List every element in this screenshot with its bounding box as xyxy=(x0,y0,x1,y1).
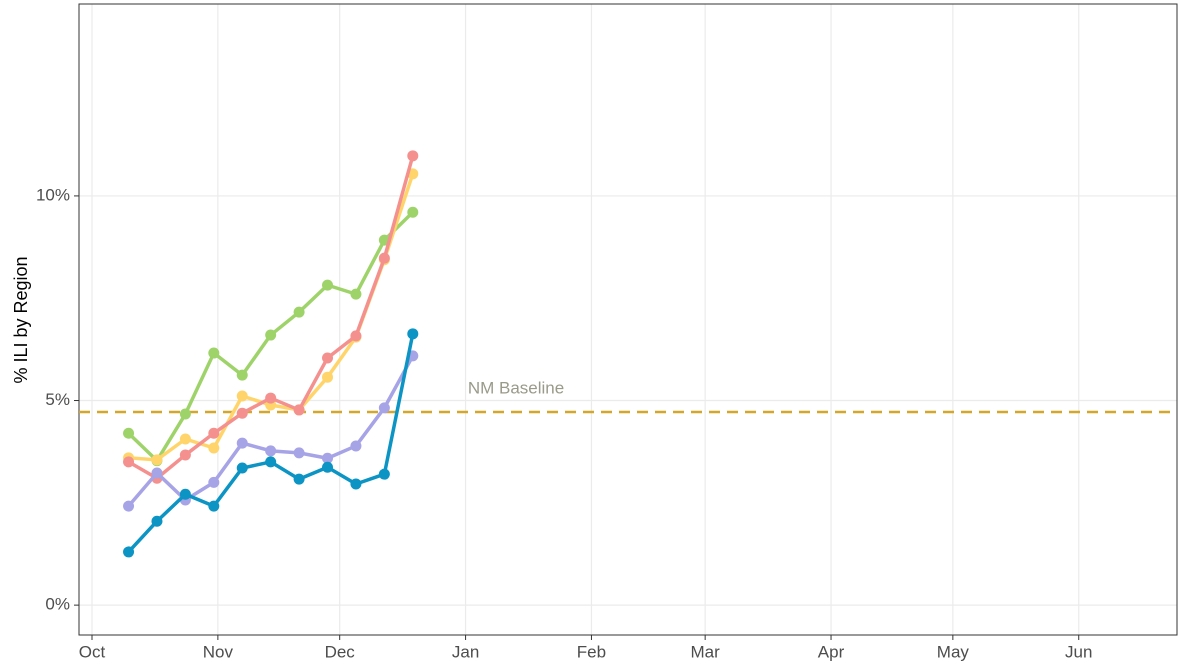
x-tick-label: Apr xyxy=(818,642,845,661)
panel-border xyxy=(78,3,1178,636)
point xyxy=(208,442,220,454)
point xyxy=(236,407,248,419)
point xyxy=(322,352,334,364)
y-tick-label: 0% xyxy=(45,595,70,614)
x-tick-label: Dec xyxy=(325,642,356,661)
point xyxy=(265,456,277,468)
point xyxy=(151,454,163,466)
point xyxy=(322,371,334,383)
x-tick-label: Mar xyxy=(691,642,721,661)
point xyxy=(236,390,248,402)
point xyxy=(208,347,220,359)
point xyxy=(407,150,419,162)
point xyxy=(293,306,305,318)
point xyxy=(265,445,277,457)
point xyxy=(322,452,334,464)
point xyxy=(293,473,305,485)
x-tick-label: Oct xyxy=(79,642,106,661)
point xyxy=(322,461,334,473)
point xyxy=(350,288,362,300)
point xyxy=(407,328,419,340)
point xyxy=(350,330,362,342)
point xyxy=(350,478,362,490)
point xyxy=(179,449,191,461)
y-tick-label: 5% xyxy=(45,390,70,409)
point xyxy=(179,488,191,500)
point xyxy=(378,468,390,480)
point xyxy=(123,427,135,439)
baseline-label: NM Baseline xyxy=(468,378,564,397)
y-tick-label: 10% xyxy=(36,185,70,204)
point xyxy=(350,440,362,452)
x-tick-label: Nov xyxy=(203,642,234,661)
x-tick-label: Jan xyxy=(452,642,479,661)
point xyxy=(293,447,305,459)
panel xyxy=(79,4,1177,635)
point xyxy=(123,500,135,512)
point xyxy=(236,462,248,474)
point xyxy=(123,546,135,558)
point xyxy=(265,392,277,404)
point xyxy=(322,279,334,291)
point xyxy=(179,433,191,445)
point xyxy=(378,252,390,264)
point xyxy=(123,456,135,468)
point xyxy=(151,515,163,527)
point xyxy=(378,402,390,414)
point xyxy=(151,467,163,479)
point xyxy=(265,329,277,341)
x-tick-label: Jun xyxy=(1065,642,1092,661)
point xyxy=(208,427,220,439)
point xyxy=(293,404,305,416)
point xyxy=(208,476,220,488)
point xyxy=(407,206,419,218)
x-tick-label: May xyxy=(937,642,970,661)
point xyxy=(236,437,248,449)
point xyxy=(208,500,220,512)
point xyxy=(236,369,248,381)
x-tick-label: Feb xyxy=(577,642,606,661)
point xyxy=(179,408,191,420)
y-axis-label: % ILI by Region xyxy=(11,256,31,383)
